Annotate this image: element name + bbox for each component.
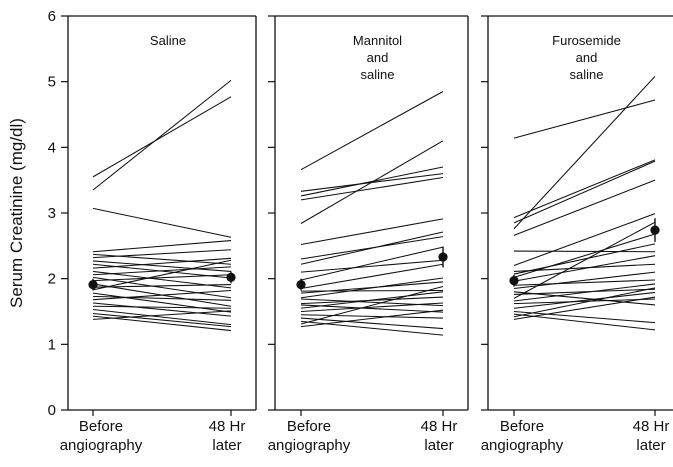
panel-1-subject-line-21 xyxy=(92,305,232,309)
panel-1-subject-line-20 xyxy=(92,302,232,317)
panel-3-subject-line-16 xyxy=(513,221,656,299)
panel-2-subject-line-14 xyxy=(300,277,444,299)
panel-2-subject-line-6 xyxy=(300,218,444,246)
panel-2-title-line-3: saline xyxy=(361,67,395,82)
panel-1-subject-line-7 xyxy=(92,260,232,272)
y-tick-label-3: 3 xyxy=(48,205,56,222)
panel-1-subject-line-23 xyxy=(92,312,232,328)
panel-2-subject-line-4 xyxy=(300,177,444,201)
panel-2-subject-line-23 xyxy=(300,286,444,325)
panel-2-category-1-line2: angiography xyxy=(268,437,351,454)
panel-2-mean-point-2 xyxy=(438,252,448,262)
panel-3-subject-line-5 xyxy=(513,179,656,236)
y-axis-title: Serum Creatinine (mg/dl) xyxy=(7,118,26,308)
panel-3-title-line-3: saline xyxy=(570,67,604,82)
panel-1-subject-line-2 xyxy=(92,96,232,178)
panel-2-subject-line-20 xyxy=(300,314,444,319)
panel-1-subject-line-15 xyxy=(92,284,232,288)
panel-3-subject-line-4 xyxy=(513,76,656,230)
panel-1-subject-line-25 xyxy=(92,310,232,320)
panel-1-subject-line-9 xyxy=(92,257,232,269)
panel-3-category-1-line1: Before xyxy=(500,418,544,435)
panel-1-subject-line-18 xyxy=(92,295,232,301)
panel-3-title-line-1: Furosemide xyxy=(552,33,621,48)
panel-3-mean-point-1 xyxy=(509,276,519,286)
panel-3-title-line-2: and xyxy=(576,50,598,65)
panel-1-category-2-line1: 48 Hr xyxy=(209,418,246,435)
panel-3-category-2-line1: 48 Hr xyxy=(633,418,670,435)
panel-1-category-2-line2: later xyxy=(212,437,241,454)
y-tick-label-2: 2 xyxy=(48,271,56,288)
panel-1-subject-line-1 xyxy=(92,79,232,191)
panel-2-title-line-1: Mannitol xyxy=(353,33,402,48)
panel-1-mean-point-2 xyxy=(226,272,236,282)
panel-2-subject-line-18 xyxy=(300,291,444,309)
panel-3-subject-line-20 xyxy=(513,310,656,324)
panel-3-subject-line-15 xyxy=(513,288,656,295)
panel-1-subject-line-3 xyxy=(92,207,232,238)
panel-2-subject-line-5 xyxy=(300,140,444,224)
panel-2-subject-line-8 xyxy=(300,231,444,265)
panel-1-subject-line-12 xyxy=(92,276,232,299)
panel-2-subject-line-17 xyxy=(300,304,444,313)
panel-2-subject-line-21 xyxy=(300,317,444,330)
panel-3-subject-line-7 xyxy=(513,213,656,267)
panel-2-mean-point-1 xyxy=(296,279,306,290)
panel-2-subject-line-1 xyxy=(300,91,444,171)
panel-2-category-2-line2: later xyxy=(424,437,453,454)
panel-3-subject-line-12 xyxy=(513,279,656,286)
panel-3-subject-line-22 xyxy=(513,287,656,318)
panel-3-subject-line-11 xyxy=(513,255,656,282)
panel-1-subject-line-24 xyxy=(92,315,232,332)
panel-2-category-2-line1: 48 Hr xyxy=(421,418,458,435)
panel-3-subject-line-21 xyxy=(513,313,656,331)
panel-1-subject-line-6 xyxy=(92,249,232,259)
panel-3-subject-line-23 xyxy=(513,296,656,320)
panel-2-title-line-2: and xyxy=(367,50,389,65)
panel-3-subject-line-3 xyxy=(513,160,656,224)
panel-2-subject-line-3 xyxy=(300,166,444,197)
panel-2-subject-line-19 xyxy=(300,302,444,313)
panel-2-category-1-line1: Before xyxy=(287,418,331,435)
panel-1-subject-line-19 xyxy=(92,289,232,301)
panel-1-mean-point-1 xyxy=(88,279,98,290)
panel-2-subject-line-24 xyxy=(300,309,444,328)
panel-3-subject-line-19 xyxy=(513,291,656,309)
y-tick-label-6: 6 xyxy=(48,8,56,25)
panel-1-subject-line-22 xyxy=(92,309,232,326)
panel-3-subject-line-18 xyxy=(513,298,656,305)
y-tick-label-4: 4 xyxy=(48,139,56,156)
y-tick-label-5: 5 xyxy=(48,74,56,91)
panel-3-subject-line-1 xyxy=(513,99,656,139)
panel-3-category-1-line2: angiography xyxy=(481,437,564,454)
panel-3-subject-line-10 xyxy=(513,233,656,278)
panel-1-subject-line-16 xyxy=(92,259,232,291)
panel-1-subject-line-13 xyxy=(92,274,232,282)
panel-3-mean-point-2 xyxy=(650,225,660,235)
panel-3-subject-line-2 xyxy=(513,159,656,219)
panel-3-category-2-line2: later xyxy=(636,437,665,454)
panel-2-subject-line-9 xyxy=(300,259,444,273)
panel-1-title-line-1: Saline xyxy=(150,33,186,48)
panel-1-category-1-line2: angiography xyxy=(60,437,143,454)
panel-3-subject-line-6 xyxy=(513,250,656,253)
panel-1-category-1-line1: Before xyxy=(79,418,123,435)
panel-1-subject-line-17 xyxy=(92,292,232,313)
panel-1-subject-line-11 xyxy=(92,266,232,276)
panel-2-subject-line-10 xyxy=(300,246,444,281)
panel-1-subject-line-4 xyxy=(92,240,232,253)
y-tick-label-1: 1 xyxy=(48,336,56,353)
panel-3-subject-line-17 xyxy=(513,283,656,302)
panel-2-subject-line-11 xyxy=(300,263,444,290)
panel-3-subject-line-9 xyxy=(513,243,656,275)
y-tick-label-0: 0 xyxy=(48,402,56,419)
